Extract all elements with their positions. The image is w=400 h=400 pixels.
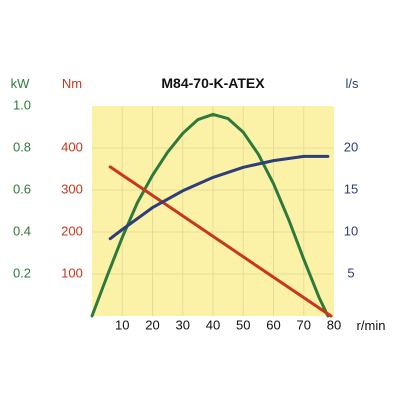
nm-tick-label: 100 — [61, 265, 83, 280]
kw-tick-label: 0.4 — [13, 223, 31, 238]
x-tick-label: 70 — [297, 317, 311, 332]
curves — [90, 112, 333, 318]
x-tick-label: 80 — [327, 317, 341, 332]
x-tick-label: 40 — [206, 317, 220, 332]
kw-tick-label: 0.6 — [13, 181, 31, 196]
x-tick-label: 10 — [115, 317, 129, 332]
ls-curve — [108, 154, 330, 241]
x-tick-label: 30 — [176, 317, 190, 332]
kw-tick-label: 0.2 — [13, 265, 31, 280]
ls-tick-label: 5 — [347, 265, 354, 280]
nm-axis-label: Nm — [62, 76, 82, 91]
kw-curve — [90, 112, 330, 318]
ls-tick-label: 15 — [344, 181, 358, 196]
chart-title: M84-70-K-ATEX — [161, 75, 265, 91]
kw-axis-label: kW — [11, 76, 31, 91]
nm-tick-label: 400 — [61, 139, 83, 154]
ls-tick-label: 10 — [344, 223, 358, 238]
x-tick-label: 20 — [145, 317, 159, 332]
kw-tick-label: 1.0 — [13, 97, 31, 112]
nm-tick-label: 300 — [61, 181, 83, 196]
ls-axis-label: l/s — [346, 76, 360, 91]
nm-curve — [108, 165, 333, 318]
ls-tick-label: 20 — [344, 139, 358, 154]
nm-tick-label: 200 — [61, 223, 83, 238]
tick-labels: 10 20 30 40 50 60 70 80 1.0 0.8 0.6 0.4 0.2 400 300 200… — [13, 97, 358, 332]
x-axis-label: r/min — [357, 318, 386, 333]
kw-tick-label: 0.8 — [13, 139, 31, 154]
x-tick-label: 60 — [266, 317, 280, 332]
x-tick-label: 50 — [236, 317, 250, 332]
